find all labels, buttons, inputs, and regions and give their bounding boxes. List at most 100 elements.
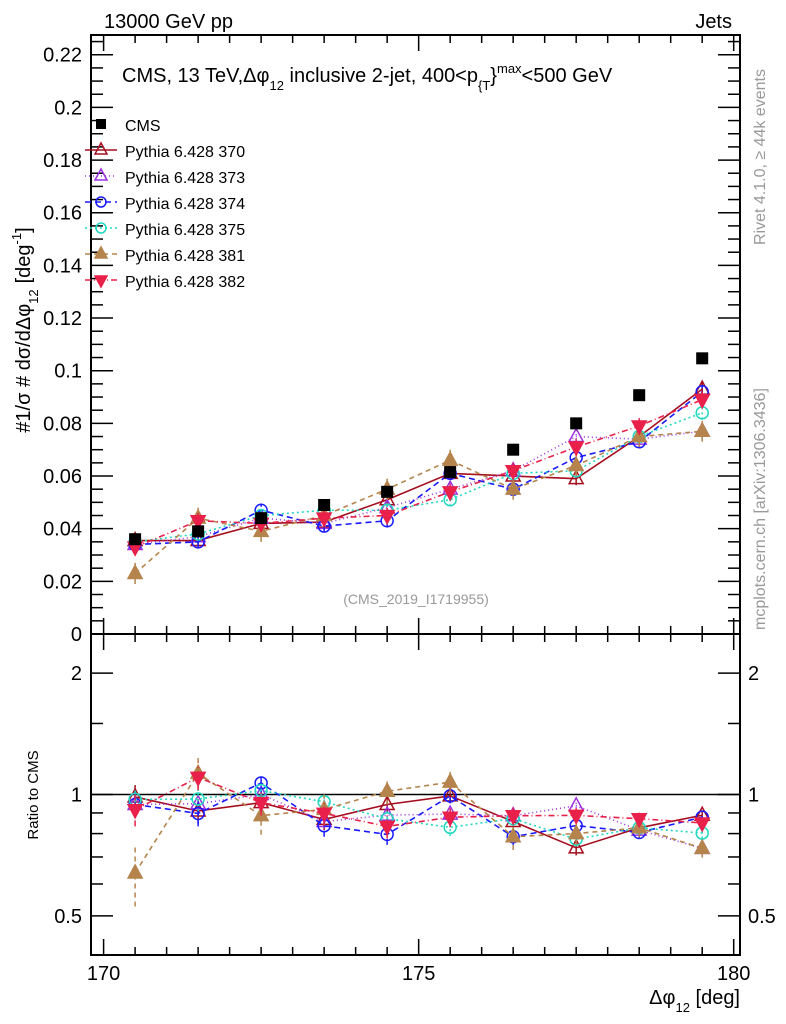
analysis-label: (CMS_2019_I1719955) [343,591,489,607]
data-point [441,486,459,502]
cms-data-point [696,352,709,365]
legend-marker [93,167,109,181]
y-label-sub: 12 [26,289,41,303]
title-part: inclusive 2-jet, 400<p [284,65,478,87]
y-tick-label: 0.16 [43,203,82,225]
data-point [693,393,711,410]
ratio-point [567,838,585,854]
ratio-y-tick-label-right: 0.5 [748,906,776,928]
series-line [134,430,703,575]
legend-label: Pythia 6.428 375 [125,222,245,239]
x-axis-label: Δφ12 [deg] [649,987,740,1015]
ratio-point [630,812,648,829]
legend-label: Pythia 6.428 374 [125,196,245,213]
legend-label: Pythia 6.428 381 [125,248,245,265]
legend-marker [93,141,109,155]
chart-title: CMS, 13 TeV,Δφ12 inclusive 2-jet, 400<p{… [122,61,613,93]
title-part: } [490,65,497,87]
ratio-point [441,772,459,788]
cms-data-point [255,512,268,525]
ratio-point [693,838,711,855]
chart-marks [126,352,711,907]
y-tick-label: 0.04 [43,519,82,541]
data-point [504,479,522,495]
data-point [441,450,459,466]
ratio-point [378,781,396,798]
ratio-y-tick-label: 1 [71,785,82,807]
y-tick-label: 0.08 [43,413,82,435]
y-tick-label: 0.22 [43,45,82,67]
data-point [567,455,585,472]
data-point [504,465,522,481]
legend-label: CMS [125,118,161,135]
title-sub: {T [478,78,490,93]
legend: Pythia 6.428 370 Pythia 6.428 373 Pythia 6… [85,118,245,291]
ratio-point [189,771,207,787]
ratio-point [191,806,205,821]
ratio-series-line [135,789,703,840]
ratio-y-axis-label: Ratio to CMS [25,750,42,839]
ratio-point [567,824,585,840]
cms-data-point [192,525,205,538]
ratio-point [567,809,585,825]
ratio-point [189,794,207,810]
rivet-info: Rivet 4.1.0, ≥ 44k events [752,69,769,245]
ratio-point [252,796,270,813]
cms-data-point [633,389,646,402]
axes: 170 175 180 0 0.02 0.04 0.06 0.08 0.1 0.12 0.14 0.1… [43,35,776,985]
ratio-y-tick-label-right: 2 [748,663,759,685]
series-line [135,430,703,546]
ratio-point [441,811,459,827]
data-point [189,515,207,531]
series-cms [129,352,709,546]
y-tick-label: 0.2 [54,97,82,119]
ratio-point [254,783,268,798]
title-part: <500 GeV [522,65,613,87]
title-sub: 12 [270,78,284,93]
x-label-main: Δφ [649,987,675,1009]
y-tick-label: 0.02 [43,571,82,593]
ratio-y-tick-label: 2 [71,663,82,685]
data-point [693,421,711,438]
header-right: Jets [695,11,732,33]
cms-data-point [444,466,457,479]
y-tick-label: 0.18 [43,150,82,172]
data-point [126,563,144,580]
y-label-unit: [deg [13,244,35,283]
ratio-point [126,803,144,820]
y-label-close: ] [13,227,35,233]
cms-data-point [129,533,142,546]
y-tick-label: 0.14 [43,255,82,277]
legend-marker [93,275,109,289]
legend-label: Pythia 6.428 382 [125,274,245,291]
title-part: CMS, 13 TeV,Δφ [122,65,270,87]
ratio-y-tick-label: 0.5 [54,906,82,928]
title-sup: max [497,61,522,76]
ratio-series-line [134,795,703,849]
ratio-point [315,807,333,823]
ratio-series-line [134,772,703,874]
series-line [135,391,703,546]
main-panel-frame [90,34,741,635]
mcplots-info: mcplots.cern.ch [arXiv:1306.3436] [752,388,769,630]
ratio-point [126,863,144,879]
ratio-y-tick-label-right: 1 [748,785,759,807]
ratio-point [504,827,522,843]
y-label-sup: -1 [9,233,24,245]
series-line [135,388,703,542]
cms-data-point [570,417,583,430]
cms-data-point [507,443,520,456]
x-label-unit: [deg] [690,987,740,1009]
legend-marker [95,196,107,208]
ratio-point [191,792,205,806]
legend-marker [95,222,107,234]
ratio-point [378,820,396,837]
data-point [567,469,585,485]
y-tick-label: 0.06 [43,466,82,488]
series-line [135,412,703,543]
ratio-point [504,810,522,826]
y-tick-label: 0.1 [54,361,82,383]
legend-marker [93,245,109,259]
ratio-point [693,817,711,833]
legend-marker [96,119,106,129]
